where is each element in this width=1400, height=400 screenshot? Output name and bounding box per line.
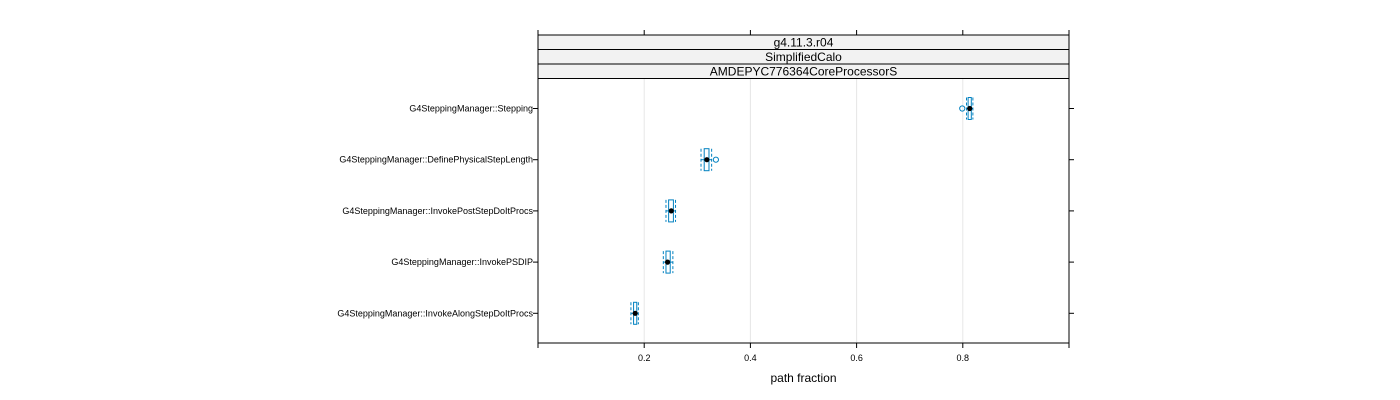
panel-border bbox=[537, 34, 1070, 344]
x-tick-label: 0.4 bbox=[744, 353, 757, 363]
category-label: G4SteppingManager::InvokePostStepDoItPro… bbox=[342, 206, 533, 216]
axes: 0.2 0.4 0.6 0.8 G4SteppingManager::SteppingG… bbox=[337, 30, 1074, 363]
box-3 bbox=[662, 250, 674, 274]
panel-strip-label: SimplifiedCalo bbox=[765, 50, 842, 64]
box-series bbox=[630, 97, 974, 325]
median-point bbox=[664, 259, 671, 265]
box-1 bbox=[700, 148, 719, 172]
x-tick-label: 0.6 bbox=[850, 353, 863, 363]
category-label: G4SteppingManager::Stepping bbox=[409, 104, 533, 114]
outlier-point bbox=[712, 156, 719, 163]
box-4 bbox=[630, 301, 639, 325]
box-0 bbox=[959, 97, 974, 120]
category-label: G4SteppingManager::InvokePSDIP bbox=[391, 257, 533, 267]
x-tick-label: 0.8 bbox=[957, 353, 970, 363]
median-point bbox=[668, 208, 674, 214]
outlier-point bbox=[959, 105, 966, 112]
panel-strips: g4.11.3.r04SimplifiedCaloAMDEPYC776364Co… bbox=[537, 34, 1070, 79]
category-label: G4SteppingManager::InvokeAlongStepDoItPr… bbox=[337, 308, 533, 318]
grid-lines bbox=[643, 78, 964, 343]
median-point bbox=[967, 105, 973, 112]
panel-strip-label: AMDEPYC776364CoreProcessorS bbox=[710, 65, 897, 79]
category-label: G4SteppingManager::DefinePhysicalStepLen… bbox=[339, 155, 533, 165]
x-axis-title: path fraction bbox=[770, 371, 836, 385]
median-point bbox=[632, 310, 638, 316]
panel-strip-label: g4.11.3.r04 bbox=[774, 36, 834, 50]
box-2 bbox=[665, 199, 677, 223]
x-tick-label: 0.2 bbox=[638, 353, 651, 363]
median-point bbox=[704, 157, 710, 163]
